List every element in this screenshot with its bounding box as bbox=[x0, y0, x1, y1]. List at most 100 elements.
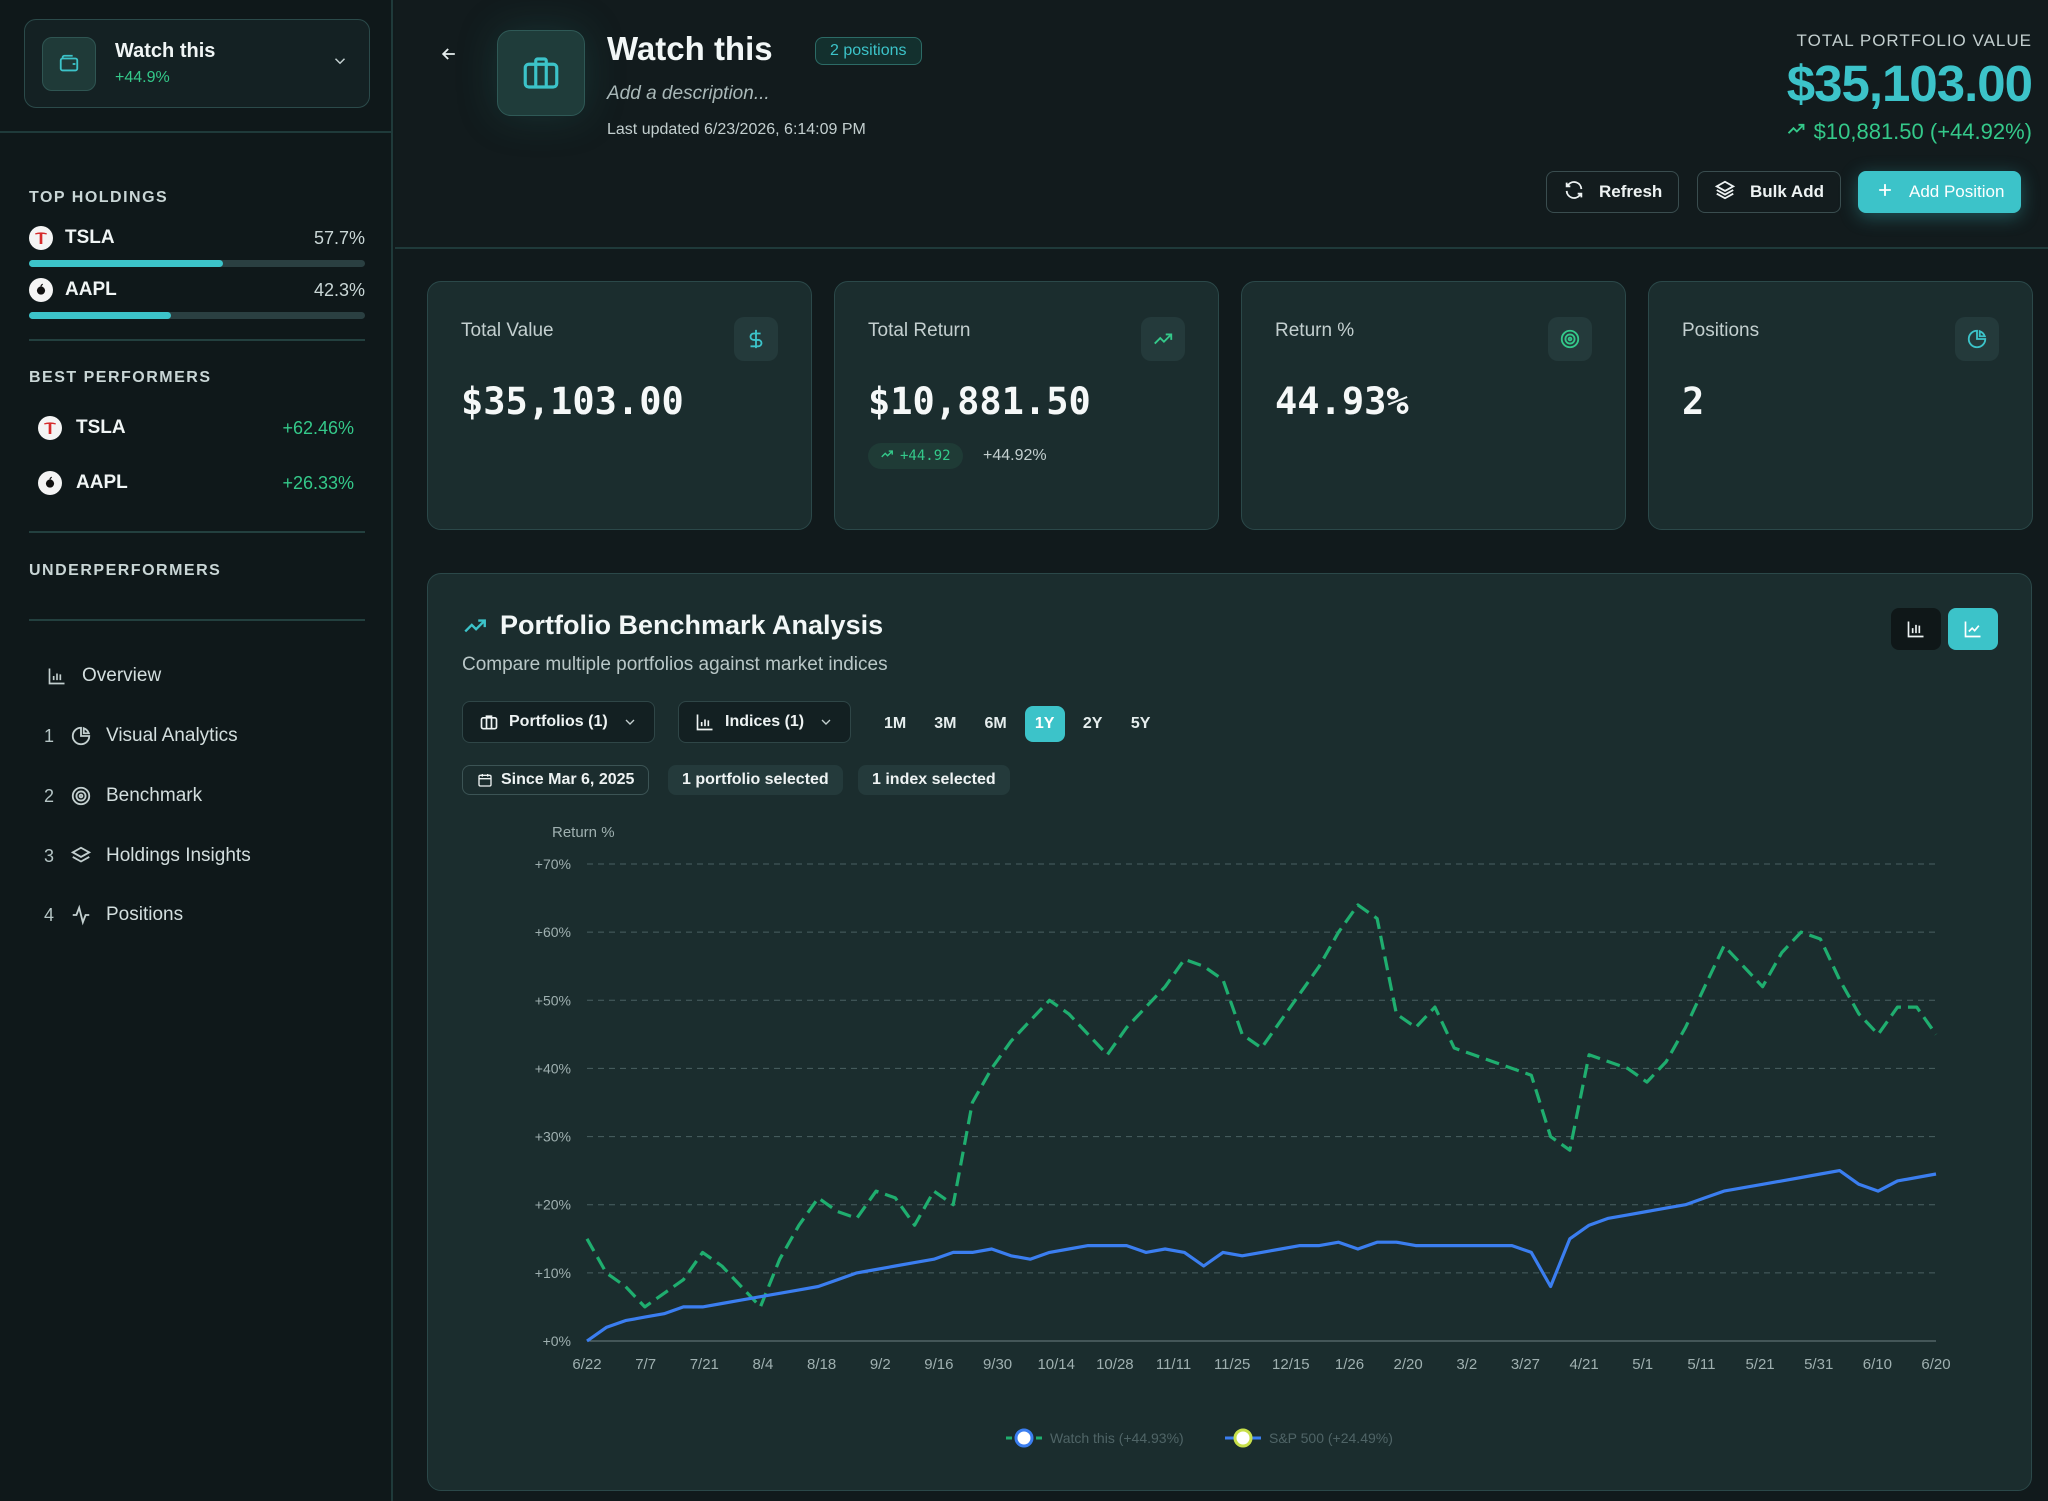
x-tick-label: 4/21 bbox=[1569, 1356, 1598, 1373]
benchmark-panel: Portfolio Benchmark Analysis Compare mul… bbox=[427, 573, 2032, 1491]
best-performer-tsla[interactable]: TSLA +62.46% bbox=[38, 416, 354, 440]
holding-aapl[interactable]: AAPL 42.3% bbox=[29, 276, 365, 319]
description-field[interactable]: Add a description... bbox=[607, 83, 770, 104]
portfolio-series-line bbox=[585, 903, 1938, 1309]
layers-icon bbox=[68, 843, 94, 869]
x-tick-label: 5/21 bbox=[1745, 1356, 1774, 1373]
holding-weight-fill bbox=[29, 260, 223, 267]
x-tick-label: 5/11 bbox=[1687, 1356, 1715, 1373]
trending-up-icon bbox=[462, 613, 488, 639]
x-tick-label: 8/4 bbox=[753, 1356, 774, 1373]
legend-label: S&P 500 (+24.49%) bbox=[1269, 1430, 1393, 1446]
since-date-text: Since Mar 6, 2025 bbox=[501, 771, 635, 788]
page-header: Watch this 2 positions Add a description… bbox=[395, 0, 2048, 249]
calendar-icon bbox=[477, 772, 493, 788]
stat-value: 2 bbox=[1682, 380, 1705, 423]
stat-label: Return % bbox=[1275, 320, 1355, 341]
bar-chart-view-button[interactable] bbox=[1891, 608, 1941, 650]
nav-label: Visual Analytics bbox=[106, 725, 238, 746]
divider bbox=[29, 531, 365, 533]
holding-weight-bar bbox=[29, 312, 365, 319]
indices-dropdown[interactable]: Indices (1) bbox=[678, 701, 852, 743]
y-tick-label: +30% bbox=[535, 1129, 571, 1145]
performer-ticker: TSLA bbox=[76, 417, 126, 438]
x-tick-label: 8/18 bbox=[807, 1356, 836, 1373]
holding-ticker: TSLA bbox=[65, 227, 115, 248]
holding-percent: 42.3% bbox=[313, 279, 365, 300]
y-tick-label: +40% bbox=[535, 1060, 571, 1076]
y-tick-label: +10% bbox=[535, 1265, 571, 1281]
tesla-logo-icon bbox=[38, 416, 62, 440]
back-arrow-icon[interactable] bbox=[435, 40, 463, 68]
x-tick-label: 11/25 bbox=[1214, 1356, 1250, 1373]
return-percent-sub: +44.92% bbox=[983, 447, 1047, 464]
last-updated: Last updated 6/23/2026, 6:14:09 PM bbox=[607, 121, 866, 138]
range-3m[interactable]: 3M bbox=[934, 715, 957, 732]
benchmark-series-line bbox=[586, 1169, 1937, 1343]
refresh-button[interactable]: Refresh bbox=[1546, 171, 1680, 213]
pie-chart-icon bbox=[1955, 317, 1999, 361]
range-1y[interactable]: 1Y bbox=[1024, 706, 1065, 742]
range-5y[interactable]: 5Y bbox=[1130, 715, 1151, 732]
bulk-add-label: Bulk Add bbox=[1750, 182, 1824, 201]
index-selected-pill: 1 index selected bbox=[858, 765, 1010, 795]
range-6m[interactable]: 6M bbox=[984, 715, 1007, 732]
performer-change: +26.33% bbox=[282, 472, 354, 493]
stat-card-positions: Positions 2 bbox=[1648, 281, 2033, 530]
trending-up-icon bbox=[1786, 119, 1806, 145]
performer-change: +62.46% bbox=[282, 417, 354, 438]
legend-swatch-marker bbox=[1233, 1428, 1253, 1448]
chevron-down-icon bbox=[622, 714, 638, 730]
x-tick-label: 9/2 bbox=[870, 1356, 891, 1373]
x-tick-label: 5/1 bbox=[1632, 1356, 1653, 1373]
nav-positions[interactable]: 4 Positions bbox=[44, 895, 183, 935]
return-chip: +44.92 bbox=[868, 443, 963, 469]
portfolios-dropdown-label: Portfolios (1) bbox=[509, 713, 608, 730]
nav-label: Positions bbox=[106, 904, 184, 925]
nav-label: Holdings Insights bbox=[106, 845, 251, 866]
portfolio-switcher[interactable]: Watch this +44.9% bbox=[24, 19, 370, 108]
stat-label: Total Return bbox=[868, 320, 971, 341]
add-position-button[interactable]: Add Position bbox=[1858, 171, 2022, 213]
performer-ticker: AAPL bbox=[76, 472, 128, 493]
x-tick-label: 7/7 bbox=[635, 1356, 656, 1373]
y-tick-label: +0% bbox=[543, 1333, 571, 1349]
stat-card-total-value: Total Value $35,103.00 bbox=[427, 281, 812, 530]
holding-ticker: AAPL bbox=[65, 279, 117, 300]
portfolios-dropdown[interactable]: Portfolios (1) bbox=[462, 701, 655, 743]
stat-card-total-return: Total Return $10,881.50 +44.92 +44.92% bbox=[834, 281, 1219, 530]
divider bbox=[0, 131, 393, 133]
y-tick-label: +20% bbox=[535, 1197, 571, 1213]
holding-weight-fill bbox=[29, 312, 172, 319]
apple-logo-icon bbox=[38, 471, 62, 495]
target-icon bbox=[1548, 317, 1592, 361]
nav-number: 2 bbox=[44, 785, 55, 806]
nav-visual-analytics[interactable]: 1 Visual Analytics bbox=[44, 716, 238, 756]
holding-tsla[interactable]: TSLA 57.7% bbox=[29, 224, 365, 267]
x-tick-label: 9/16 bbox=[924, 1356, 953, 1373]
x-tick-label: 9/30 bbox=[983, 1356, 1012, 1373]
range-1m[interactable]: 1M bbox=[884, 715, 907, 732]
nav-number: 1 bbox=[44, 725, 55, 746]
panel-subtitle: Compare multiple portfolios against mark… bbox=[462, 654, 888, 675]
dollar-icon bbox=[734, 317, 778, 361]
nav-overview[interactable]: Overview bbox=[44, 656, 161, 696]
divider bbox=[29, 619, 365, 621]
tesla-logo-icon bbox=[29, 226, 53, 250]
stat-value: 44.93% bbox=[1275, 380, 1409, 423]
line-chart-view-button[interactable] bbox=[1948, 608, 1998, 650]
nav-holdings-insights[interactable]: 3 Holdings Insights bbox=[44, 836, 251, 876]
nav-benchmark[interactable]: 2 Benchmark bbox=[44, 776, 202, 816]
best-performer-aapl[interactable]: AAPL +26.33% bbox=[38, 471, 354, 495]
portfolio-selected-pill: 1 portfolio selected bbox=[668, 765, 843, 795]
total-portfolio-change: $10,881.50 (+44.92%) bbox=[1786, 119, 2032, 145]
trending-up-icon bbox=[1141, 317, 1185, 361]
portfolio-change: +44.9% bbox=[115, 69, 170, 86]
indices-dropdown-label: Indices (1) bbox=[725, 713, 805, 730]
time-range-selector: 1M 3M 6M 1Y 2Y 5Y bbox=[874, 706, 1161, 742]
x-tick-label: 5/31 bbox=[1804, 1356, 1833, 1373]
x-tick-label: 6/22 bbox=[572, 1356, 601, 1373]
bulk-add-button[interactable]: Bulk Add bbox=[1697, 171, 1841, 213]
range-2y[interactable]: 2Y bbox=[1082, 715, 1103, 732]
underperformers-title: UNDERPERFORMERS bbox=[29, 562, 222, 579]
